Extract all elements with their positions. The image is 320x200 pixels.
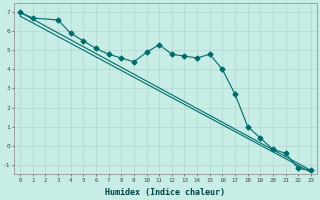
X-axis label: Humidex (Indice chaleur): Humidex (Indice chaleur) [106, 188, 226, 197]
